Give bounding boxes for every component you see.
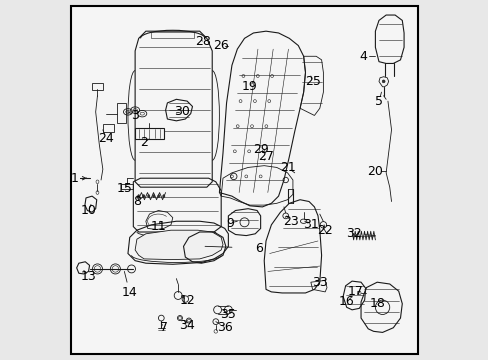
Text: 12: 12 (179, 294, 195, 307)
Text: 16: 16 (338, 296, 354, 309)
Text: 22: 22 (317, 224, 332, 237)
Text: 5: 5 (374, 95, 382, 108)
Text: 2: 2 (140, 136, 148, 149)
Text: 4: 4 (358, 50, 366, 63)
Ellipse shape (158, 195, 160, 198)
Ellipse shape (137, 195, 140, 198)
Text: 34: 34 (179, 319, 195, 332)
Polygon shape (135, 230, 223, 260)
Text: 25: 25 (304, 75, 320, 88)
Text: 10: 10 (81, 204, 96, 217)
Text: 30: 30 (173, 105, 189, 118)
Ellipse shape (382, 80, 384, 83)
Text: 8: 8 (133, 195, 141, 208)
FancyBboxPatch shape (70, 6, 418, 354)
Ellipse shape (163, 195, 164, 198)
Text: 17: 17 (347, 285, 363, 298)
Text: 28: 28 (195, 35, 211, 49)
Text: 35: 35 (220, 308, 236, 321)
Text: 19: 19 (242, 80, 257, 93)
Text: 20: 20 (366, 165, 383, 177)
Ellipse shape (152, 195, 155, 198)
Ellipse shape (147, 195, 149, 198)
Text: 36: 36 (217, 320, 232, 333)
Text: 11: 11 (150, 220, 166, 233)
Text: 14: 14 (122, 287, 137, 300)
Text: 23: 23 (283, 215, 298, 228)
Text: 27: 27 (258, 150, 273, 163)
Text: 26: 26 (213, 39, 228, 52)
Text: 9: 9 (226, 216, 234, 230)
Text: 7: 7 (160, 320, 167, 333)
Text: 18: 18 (368, 297, 385, 310)
Text: 13: 13 (81, 270, 96, 283)
Text: 24: 24 (99, 132, 114, 145)
Text: 15: 15 (116, 183, 132, 195)
Text: 21: 21 (279, 161, 295, 174)
Text: 3: 3 (131, 109, 139, 122)
Polygon shape (135, 128, 163, 139)
Text: 29: 29 (252, 143, 268, 156)
Ellipse shape (142, 195, 144, 198)
Text: 32: 32 (346, 227, 361, 240)
Text: 33: 33 (311, 276, 327, 289)
Text: 1: 1 (71, 172, 79, 185)
Text: 31: 31 (303, 218, 318, 231)
Text: 6: 6 (254, 242, 262, 255)
